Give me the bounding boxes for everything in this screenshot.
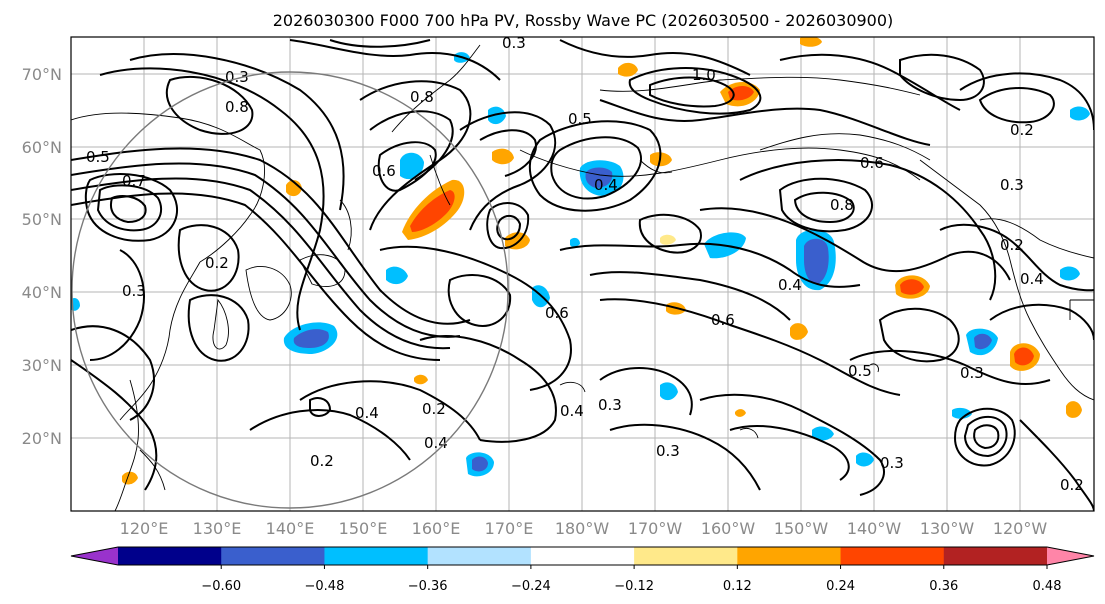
colorbar-segments [118, 547, 1048, 565]
lat-label: 70°N [22, 65, 62, 84]
lon-label: 170°W [628, 519, 683, 538]
contour-label: 0.7 [122, 172, 146, 190]
lon-label: 150°W [774, 519, 829, 538]
contour-label: 0.2 [205, 254, 229, 272]
colorbar-segment [118, 547, 222, 565]
colorbar-segment [634, 547, 738, 565]
colorbar: −0.60 −0.48 −0.36 −0.24 −0.12 0.12 0.24 0.36 0.4… [70, 546, 1095, 594]
contour-label: 0.3 [960, 364, 984, 382]
lat-label: 40°N [22, 283, 62, 302]
colorbar-tick-label: −0.60 [201, 579, 241, 594]
map-title: 2026030300 F000 700 hPa PV, Rossby Wave … [273, 11, 894, 30]
contour-label: 0.6 [711, 311, 735, 329]
contour-label: 0.3 [880, 454, 904, 472]
contour-label: 0.3 [1000, 176, 1024, 194]
colorbar-outline [70, 546, 1095, 566]
colorbar-segment [943, 547, 1048, 565]
contour-label: 0.3 [122, 282, 146, 300]
contour-label: 0.8 [410, 88, 434, 106]
colorbar-segment [530, 547, 635, 565]
contour-label: 0.4 [594, 176, 618, 194]
lon-label: 130°E [193, 519, 242, 538]
contour-label: 0.5 [86, 148, 110, 166]
pv-contours [71, 39, 1094, 511]
colorbar-extend-min [71, 547, 118, 565]
lon-label: 160°W [701, 519, 756, 538]
contour-label: 0.6 [372, 162, 396, 180]
contour-label: 0.3 [598, 396, 622, 414]
contour-label: 0.6 [860, 154, 884, 172]
lon-label: 120°W [993, 519, 1048, 538]
lon-label: 150°E [339, 519, 388, 538]
contour-label: 0.6 [545, 304, 569, 322]
colorbar-tick-label: 0.36 [929, 579, 958, 594]
colorbar-extend-max [1047, 547, 1094, 565]
contour-label: 0.3 [656, 442, 680, 460]
colorbar-tick-label: 0.48 [1033, 579, 1062, 594]
contour-label: 0.2 [422, 400, 446, 418]
lon-label: 130°W [920, 519, 975, 538]
lat-label: 50°N [22, 210, 62, 229]
colorbar-tick-label: −0.48 [305, 579, 345, 594]
colorbar-segment [324, 547, 429, 565]
colorbar-tick-label: 0.12 [723, 579, 752, 594]
contour-label: 0.4 [424, 434, 448, 452]
contour-label: 0.4 [560, 402, 584, 420]
map-frame [70, 36, 1095, 512]
lat-label: 30°N [22, 356, 62, 375]
lat-label: 60°N [22, 138, 62, 157]
colorbar-tick-label: −0.36 [408, 579, 448, 594]
lon-axis: 120°E 130°E 140°E 150°E 160°E 170°E 180°… [120, 519, 1048, 538]
lon-label: 160°E [412, 519, 461, 538]
colorbar-segment [737, 547, 842, 565]
contour-label: 0.4 [778, 276, 802, 294]
lon-label: 170°E [485, 519, 534, 538]
anomaly-shading [71, 37, 1090, 485]
lat-label: 20°N [22, 429, 62, 448]
contour-label: 0.5 [848, 362, 872, 380]
contour-label: 0.5 [568, 110, 592, 128]
contour-label: 0.4 [355, 404, 379, 422]
contour-label: 0.2 [1060, 476, 1084, 494]
lon-label: 120°E [120, 519, 169, 538]
colorbar-tick-label: −0.12 [614, 579, 654, 594]
contour-labels: 0.3 0.5 0.6 1.0 0.8 0.7 0.5 0.3 0.4 0.6 … [86, 34, 1084, 494]
lat-axis: 70°N 60°N 50°N 40°N 30°N 20°N [22, 65, 62, 448]
region-circle [71, 71, 509, 509]
colorbar-segment [427, 547, 532, 565]
colorbar-segment [221, 547, 325, 565]
contour-label: 0.8 [225, 98, 249, 116]
contour-label: 0.4 [1020, 270, 1044, 288]
colorbar-ticks: −0.60 −0.48 −0.36 −0.24 −0.12 0.12 0.24 0.36 0.4… [201, 565, 1062, 594]
lon-label: 140°W [847, 519, 902, 538]
contour-label: 0.2 [1000, 236, 1024, 254]
colorbar-tick-label: −0.24 [511, 579, 551, 594]
contour-label: 0.3 [502, 34, 526, 52]
colorbar-segment [840, 547, 945, 565]
contour-label: 0.2 [1010, 121, 1034, 139]
colorbar-tick-label: 0.24 [826, 579, 855, 594]
map-panel: 0.3 0.5 0.6 1.0 0.8 0.7 0.5 0.3 0.4 0.6 … [70, 34, 1095, 512]
contour-label: 0.2 [310, 452, 334, 470]
lon-label: 140°E [266, 519, 315, 538]
contour-label: 1.0 [692, 66, 716, 84]
lon-label: 180°W [555, 519, 610, 538]
coastlines [71, 44, 1094, 511]
contour-label: 0.8 [830, 196, 854, 214]
contour-label: 0.3 [225, 68, 249, 86]
gridlines [71, 37, 1094, 511]
